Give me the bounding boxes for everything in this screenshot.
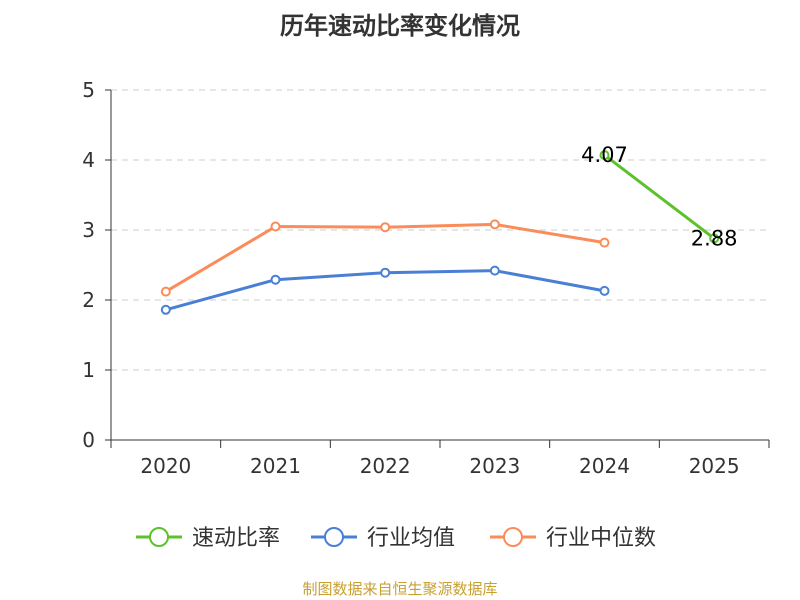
axes: 0 1 2 3 4 5 2020 2021 2022 2023 2024 2025 bbox=[82, 78, 770, 478]
x-tick-label: 2023 bbox=[469, 454, 520, 478]
chart-title: 历年速动比率变化情况 bbox=[280, 12, 520, 40]
grid-lines bbox=[111, 89, 769, 371]
data-point[interactable] bbox=[380, 222, 391, 233]
x-tick-label: 2024 bbox=[579, 454, 630, 478]
legend-label: 行业均值 bbox=[367, 526, 455, 551]
data-labels: 4.07 2.88 bbox=[581, 143, 737, 250]
legend-item-2[interactable]: 行业中位数 bbox=[490, 526, 656, 551]
y-tick-label: 3 bbox=[82, 218, 95, 242]
legend-item-0[interactable]: 速动比率 bbox=[136, 526, 280, 551]
x-tick-label: 2025 bbox=[689, 454, 740, 478]
y-tick-label: 2 bbox=[82, 288, 95, 312]
legend: 速动比率 行业均值 行业中位数 bbox=[136, 526, 656, 551]
data-point[interactable] bbox=[380, 267, 391, 278]
data-point[interactable] bbox=[709, 233, 720, 244]
data-point[interactable] bbox=[270, 221, 281, 232]
data-point[interactable] bbox=[489, 265, 500, 276]
data-label: 4.07 bbox=[581, 143, 628, 167]
data-point[interactable] bbox=[160, 304, 171, 315]
legend-item-1[interactable]: 行业均值 bbox=[311, 526, 455, 551]
data-point[interactable] bbox=[599, 150, 610, 161]
y-tick-label: 1 bbox=[82, 358, 95, 382]
y-tick-label: 0 bbox=[82, 428, 95, 452]
legend-marker bbox=[503, 527, 523, 547]
data-point[interactable] bbox=[599, 285, 610, 296]
series-lines bbox=[160, 150, 720, 315]
x-tick-label: 2021 bbox=[250, 454, 301, 478]
y-tick-label: 5 bbox=[82, 78, 95, 102]
y-tick-label: 4 bbox=[82, 148, 95, 172]
data-point[interactable] bbox=[270, 274, 281, 285]
legend-label: 行业中位数 bbox=[546, 526, 656, 551]
x-tick-label: 2020 bbox=[140, 454, 191, 478]
legend-marker bbox=[324, 527, 344, 547]
legend-label: 速动比率 bbox=[192, 526, 280, 551]
data-label: 2.88 bbox=[691, 226, 738, 250]
legend-marker bbox=[149, 527, 169, 547]
series-line-2 bbox=[164, 222, 606, 294]
data-point[interactable] bbox=[160, 286, 171, 297]
data-point[interactable] bbox=[489, 219, 500, 230]
source-note: 制图数据来自恒生聚源数据库 bbox=[302, 580, 498, 598]
data-point[interactable] bbox=[599, 237, 610, 248]
x-tick-label: 2022 bbox=[360, 454, 411, 478]
series-line-0 bbox=[603, 153, 716, 240]
